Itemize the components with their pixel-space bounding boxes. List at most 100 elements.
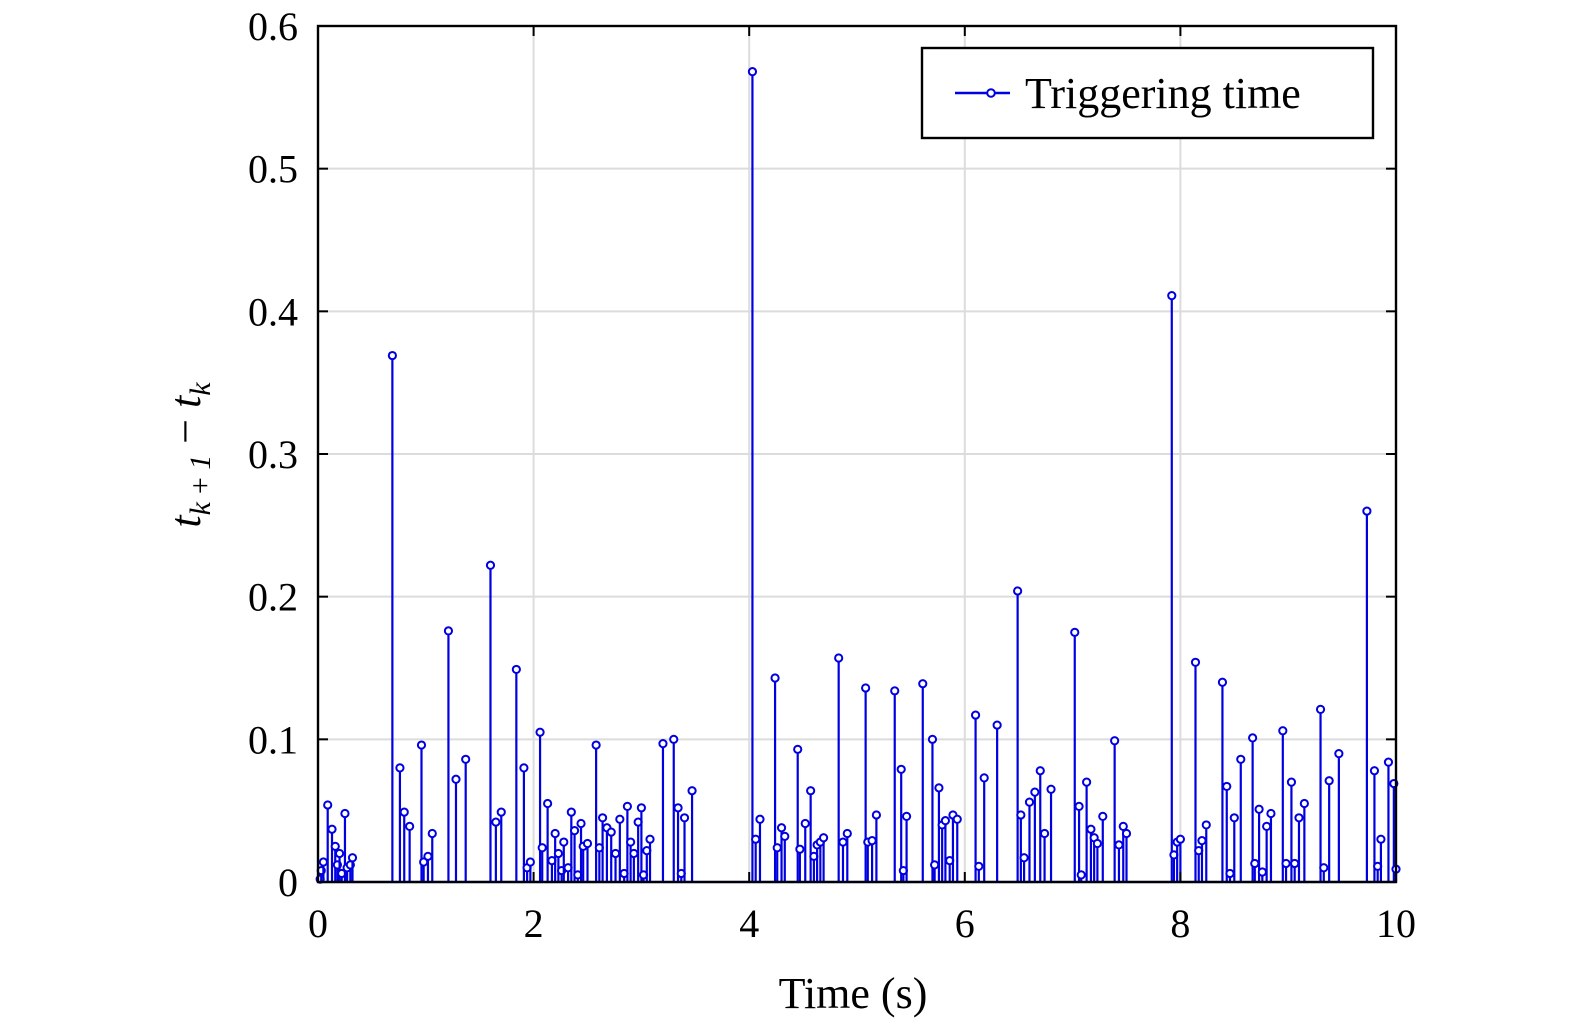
stem-marker-113: [1039, 828, 1050, 839]
stem-marker-83: [834, 653, 844, 663]
stem-marker-25: [491, 817, 501, 827]
stem-marker-52: [615, 814, 625, 824]
stem-marker-86: [861, 683, 871, 693]
stem-marker-84: [838, 837, 848, 847]
stem-marker-123: [1110, 736, 1120, 746]
stem-marker-102: [952, 814, 962, 824]
stem-marker-104: [974, 861, 984, 871]
stem-marker-157: [1369, 766, 1380, 776]
stem-marker-41: [569, 826, 580, 836]
stem-marker-56: [629, 848, 639, 859]
stem-marker-125: [1118, 821, 1128, 831]
stem-marker-133: [1197, 836, 1207, 846]
y-tick-label-0: 0: [278, 860, 298, 905]
stem-marker-124: [1114, 840, 1124, 850]
axis-ticks: [317, 25, 1397, 883]
stem-marker-2: [318, 857, 328, 867]
stem-marker-67: [687, 786, 697, 796]
stem-marker-9: [340, 808, 350, 819]
y-label-minus: −: [161, 408, 210, 455]
stem-marker-138: [1229, 813, 1239, 823]
stem-marker-108: [1016, 810, 1026, 820]
stem-marker-72: [772, 843, 782, 853]
legend: Triggering time: [920, 46, 1375, 140]
stem-marker-115: [1070, 627, 1080, 637]
x-tick-label-2: 4: [739, 901, 759, 946]
stem-marker-23: [461, 754, 471, 764]
stem-marker-141: [1250, 858, 1260, 869]
stem-marker-143: [1257, 867, 1267, 877]
stem-marker-5: [330, 841, 340, 851]
stem-marker-62: [658, 739, 668, 749]
stem-marker-105: [979, 773, 989, 783]
grid: [318, 26, 1396, 882]
y-label-t1: t: [161, 514, 210, 528]
stem-marker-28: [519, 763, 529, 773]
stem-marker-110: [1024, 797, 1035, 807]
stem-marker-54: [622, 801, 632, 811]
stem-marker-149: [1290, 858, 1300, 869]
y-label-sub2: k: [184, 382, 217, 396]
stem-marker-21: [443, 626, 454, 636]
stem-marker-118: [1082, 777, 1092, 787]
stem-marker-134: [1201, 820, 1211, 830]
stem-marker-116: [1074, 801, 1084, 811]
y-tick-label-3: 0.3: [248, 432, 298, 477]
stem-marker-126: [1121, 828, 1132, 839]
stem-marker-68: [747, 67, 758, 77]
stem-marker-146: [1278, 726, 1288, 736]
stem-marker-147: [1281, 858, 1291, 869]
stem-marker-137: [1225, 868, 1235, 879]
stem-marker-14: [395, 763, 405, 773]
stem-marker-97: [934, 783, 944, 793]
stem-marker-63: [669, 734, 679, 744]
stem-marker-77: [800, 818, 810, 829]
stem-marker-93: [901, 811, 912, 821]
legend-label: Triggering time: [1025, 69, 1301, 118]
y-axis-label: tk + 1 − tk: [161, 382, 217, 528]
stem-marker-151: [1299, 798, 1309, 809]
stem-marker-26: [496, 807, 506, 817]
stem-marker-82: [818, 833, 829, 843]
y-tick-labels: 0 0.1 0.2 0.3 0.4 0.5 0.6: [248, 4, 298, 905]
stem-marker-89: [871, 810, 882, 820]
stem-marker-24: [485, 560, 496, 570]
stem-marker-99: [940, 816, 950, 826]
stem-marker-111: [1030, 787, 1040, 797]
stem-marker-78: [806, 786, 816, 796]
x-tick-labels: 0 2 4 6 8 10: [308, 901, 1416, 946]
stem-marker-51: [610, 848, 621, 859]
y-tick-label-6: 0.6: [248, 4, 298, 49]
stem-marker-114: [1046, 784, 1056, 794]
stem-marker-117: [1076, 870, 1086, 880]
stem-marker-20: [427, 828, 437, 839]
stem-marker-103: [970, 710, 981, 720]
legend-marker-sample: [986, 88, 996, 98]
stem-marker-58: [636, 803, 647, 813]
stem-marker-15: [399, 807, 409, 817]
stem-series: [315, 67, 1401, 884]
stem-marker-3: [323, 800, 333, 810]
stem-marker-12: [347, 853, 358, 863]
stem-marker-48: [597, 813, 608, 823]
stem-marker-122: [1098, 811, 1108, 821]
stem-marker-95: [927, 734, 938, 744]
stem-marker-66: [679, 813, 690, 823]
stem-marker-7: [334, 848, 345, 859]
stem-marker-74: [780, 831, 790, 841]
stem-marker-64: [673, 803, 683, 813]
stem-marker-43: [576, 818, 586, 829]
stem-marker-38: [559, 837, 569, 847]
stem-marker-152: [1315, 704, 1326, 714]
stem-marker-96: [930, 860, 940, 870]
stem-marker-73: [776, 823, 787, 833]
stem-marker-142: [1254, 804, 1264, 814]
stem-marker-36: [553, 848, 563, 859]
stem-marker-107: [1013, 586, 1023, 596]
stem-marker-76: [795, 844, 805, 854]
y-tick-label-4: 0.4: [248, 289, 298, 334]
y-tick-label-1: 0.1: [248, 717, 298, 762]
stem-marker-30: [525, 857, 535, 867]
stem-marker-19: [423, 851, 433, 861]
